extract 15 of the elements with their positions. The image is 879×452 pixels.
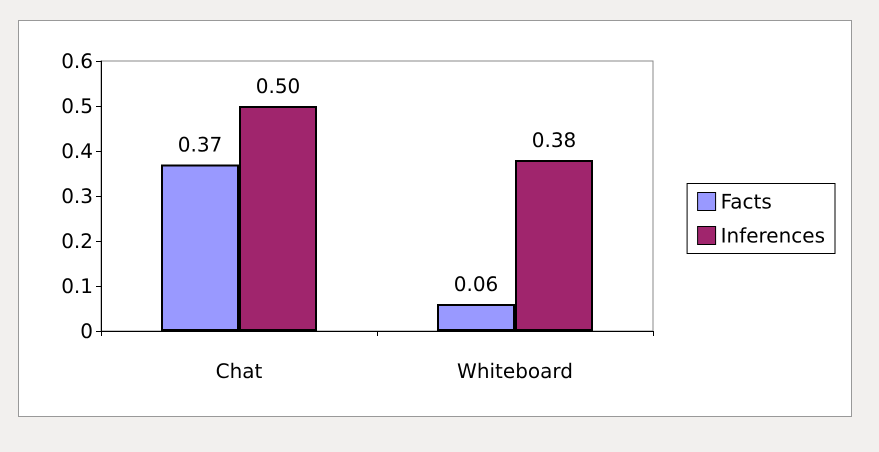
- x-tick-label: Chat: [216, 359, 263, 383]
- legend-label: Facts: [720, 190, 772, 214]
- data-label: 0.06: [454, 272, 498, 296]
- data-label: 0.50: [256, 74, 300, 98]
- y-tick-label: 0.5: [61, 94, 93, 118]
- y-tick-label: 0.6: [61, 49, 93, 73]
- x-tick-label: Whiteboard: [457, 359, 573, 383]
- legend-label: Inferences: [720, 224, 825, 248]
- y-tick-label: 0.2: [61, 229, 93, 253]
- y-tick-label: 0.1: [61, 274, 93, 298]
- y-tick-label: 0: [80, 319, 93, 343]
- data-label: 0.38: [532, 128, 576, 152]
- y-tick-label: 0.4: [61, 139, 93, 163]
- data-label: 0.37: [178, 132, 222, 156]
- y-tick-label: 0.3: [61, 184, 93, 208]
